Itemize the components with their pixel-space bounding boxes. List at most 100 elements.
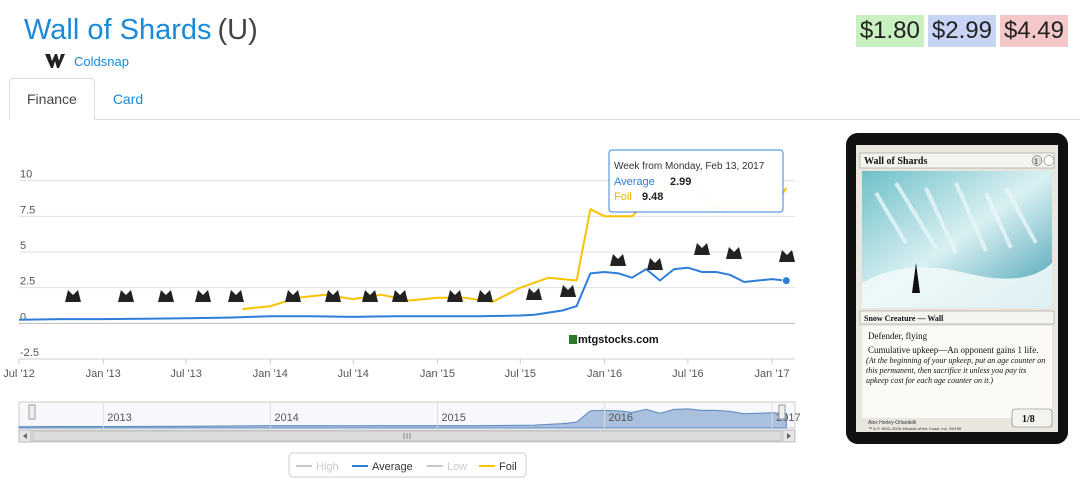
reminder-text: (At the beginning of your upkeep, put an… xyxy=(866,356,1046,385)
card-image[interactable]: Wall of Shards 1 Snow Creature — Wall De… xyxy=(846,133,1068,444)
y-tick-label: 7.5 xyxy=(20,204,35,216)
card-title: Wall of Shards (U) xyxy=(24,14,258,47)
set-symbol-icon xyxy=(65,290,81,302)
tooltip-avg-value: 2.99 xyxy=(670,176,691,188)
tab-divider xyxy=(9,119,1080,120)
series-line-average xyxy=(18,266,787,321)
legend-label: Foil xyxy=(499,461,517,473)
set-symbol-icon xyxy=(285,290,301,302)
tab-bar: Finance Card xyxy=(9,78,161,120)
scroll-right-icon xyxy=(787,433,791,439)
set-symbol-icon xyxy=(477,290,493,302)
tooltip-foil-value: 9.48 xyxy=(642,191,663,203)
figure-silhouette xyxy=(912,263,920,293)
type-bar xyxy=(859,310,1055,325)
legend-item-high[interactable]: High xyxy=(296,461,339,473)
card-face-type: Snow Creature — Wall xyxy=(864,314,944,323)
snow-mana-icon xyxy=(1043,155,1055,166)
tooltip-avg-label: Average xyxy=(614,176,655,188)
set-symbol-icon xyxy=(560,285,576,297)
artist-credit: Alex Horley-Orlandelli xyxy=(868,420,916,426)
set-symbol-icon xyxy=(228,290,244,302)
card-face-mana: 1 xyxy=(1034,157,1038,166)
high-price-badge: $4.49 xyxy=(999,15,1068,47)
watermark-text: mtgstocks.com xyxy=(578,334,659,346)
x-tick-label: Jan '16 xyxy=(587,368,622,380)
navigator: 2013 2014 2015 2016 2017 xyxy=(18,401,801,429)
copyright-line: ™ & © 1993–2006 Wizards of the Coast, In… xyxy=(868,426,962,431)
price-chart[interactable]: 10 7.5 5 2.5 0 -2.5 Jul '12 Jan '13 Jul '13 Jan '… xyxy=(0,130,810,490)
watermark: mtgstocks.com xyxy=(569,334,659,346)
set-symbol-icon xyxy=(610,254,626,266)
tab-finance[interactable]: Finance xyxy=(9,78,95,120)
set-release-icons xyxy=(65,243,795,302)
text-box xyxy=(862,326,1052,418)
tooltip-header: Week from Monday, Feb 13, 2017 xyxy=(614,161,765,172)
tooltip: Week from Monday, Feb 13, 2017 Average 2.9… xyxy=(608,149,784,213)
set-symbol-icon xyxy=(362,290,378,302)
set-row: Coldsnap xyxy=(44,52,129,70)
set-symbol-icon xyxy=(726,247,742,259)
x-tick-label: Jul '15 xyxy=(505,368,536,380)
y-tick-label: 2.5 xyxy=(20,276,35,288)
x-tick-label: Jan '15 xyxy=(420,368,455,380)
chart-legend: High Average Low Foil xyxy=(288,452,527,478)
x-tick-label: Jul '13 xyxy=(170,368,201,380)
set-symbol-icon xyxy=(694,243,710,255)
legend-item-foil[interactable]: Foil xyxy=(479,461,517,473)
navigator-handle-left[interactable] xyxy=(28,404,36,420)
set-symbol-icon xyxy=(158,290,174,302)
price-chart-svg: 10 7.5 5 2.5 0 -2.5 Jul '12 Jan '13 Jul '13 Jan '… xyxy=(3,149,801,478)
set-symbol-icon xyxy=(526,288,542,300)
scroll-left-icon xyxy=(23,433,27,439)
rules-line-2: Cumulative upkeep—An opponent gains 1 li… xyxy=(868,345,1038,355)
mtgstocks-logo-icon xyxy=(569,335,577,344)
y-tick-label: 0 xyxy=(20,311,26,323)
scrollbar[interactable] xyxy=(18,429,796,443)
y-tick-label: -2.5 xyxy=(20,347,39,359)
x-tick-label: Jan '17 xyxy=(755,368,790,380)
y-tick-label: 5 xyxy=(20,240,26,252)
legend-box xyxy=(288,452,527,478)
x-tick-label: Jan '13 xyxy=(86,368,121,380)
navigator-year-label: 2014 xyxy=(274,412,298,424)
x-tick-label: Jul '14 xyxy=(337,368,368,380)
tooltip-foil-label: Foil xyxy=(614,191,632,203)
card-face-pt: 1/8 xyxy=(1022,414,1035,425)
legend-item-average[interactable]: Average xyxy=(352,461,413,473)
set-symbol-icon xyxy=(647,258,663,270)
legend-label: Low xyxy=(447,461,467,473)
card-face-name: Wall of Shards xyxy=(864,156,927,167)
tab-card[interactable]: Card xyxy=(112,91,144,107)
pt-box xyxy=(1011,408,1053,428)
coldsnap-set-icon xyxy=(45,54,65,68)
navigator-handle-right[interactable] xyxy=(778,404,786,420)
hover-marker xyxy=(781,276,791,286)
low-price-badge: $1.80 xyxy=(855,15,924,47)
navigator-year-label: 2015 xyxy=(441,412,465,424)
x-tick-label: Jul '16 xyxy=(672,368,703,380)
tooltip-box xyxy=(608,149,784,213)
set-symbol-icon xyxy=(779,250,795,262)
navigator-year-label: 2013 xyxy=(107,412,131,424)
avg-price-badge: $2.99 xyxy=(927,15,996,47)
y-tick-label: 10 xyxy=(20,169,32,181)
set-symbol-icon xyxy=(325,290,341,302)
set-symbol-icon xyxy=(118,290,134,302)
scrollbar-grip-icon xyxy=(403,433,411,439)
legend-label: High xyxy=(316,461,339,473)
navigator-area xyxy=(18,408,787,429)
navigator-year-label: 2016 xyxy=(609,412,633,424)
rarity-label: (U) xyxy=(217,14,258,46)
set-symbol-icon xyxy=(195,290,211,302)
legend-label: Average xyxy=(372,461,413,473)
set-symbol-icon xyxy=(392,290,408,302)
card-name: Wall of Shards xyxy=(24,14,212,46)
x-tick-label: Jan '14 xyxy=(253,368,288,380)
set-symbol-icon xyxy=(447,290,463,302)
legend-item-low[interactable]: Low xyxy=(427,461,467,473)
rules-line-1: Defender, flying xyxy=(868,331,928,341)
x-tick-label: Jul '12 xyxy=(3,368,34,380)
set-link[interactable]: Coldsnap xyxy=(74,53,129,69)
price-badges: $1.80 $2.99 $4.49 xyxy=(855,15,1068,47)
